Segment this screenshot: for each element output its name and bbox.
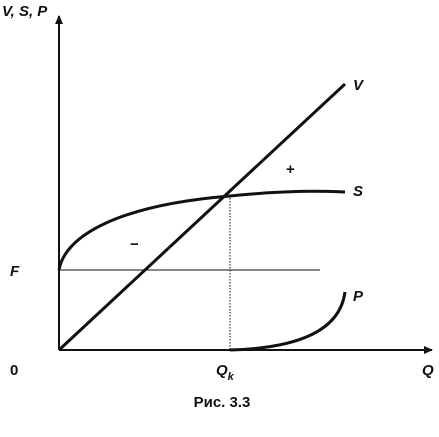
profit-sign: +	[286, 161, 295, 178]
loss-sign: −	[130, 236, 139, 253]
p-label: P	[353, 288, 364, 305]
qk-sub: k	[228, 371, 235, 383]
x-axis-label: Q	[422, 362, 434, 379]
y-axis-label: V, S, P	[2, 3, 48, 20]
s-label: S	[353, 183, 363, 200]
s-curve	[57, 189, 346, 271]
qk-main: Q	[216, 362, 228, 379]
p-curve	[229, 291, 347, 352]
caption: Рис. 3.3	[194, 394, 251, 411]
f-label: F	[10, 263, 20, 280]
origin-label: 0	[10, 362, 18, 379]
v-label: V	[353, 77, 365, 94]
v-curve	[57, 82, 347, 352]
qk-label: Qk	[216, 362, 235, 383]
